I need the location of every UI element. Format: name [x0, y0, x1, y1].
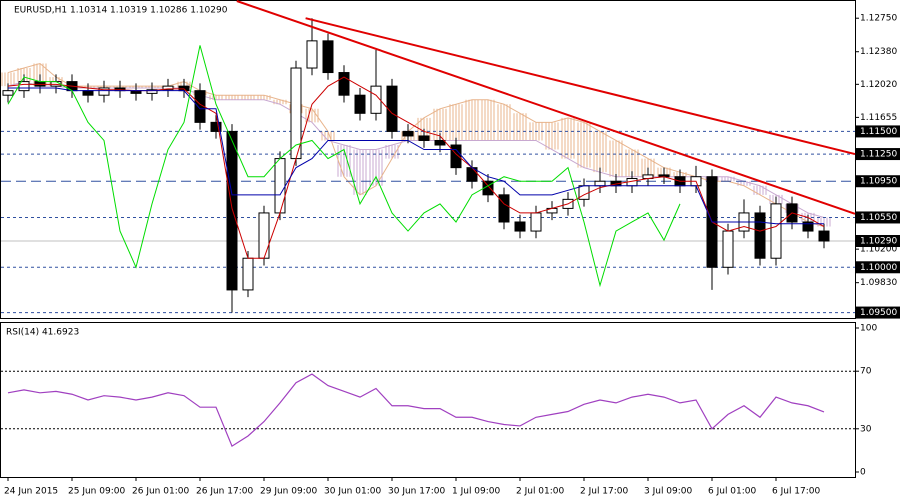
rsi-title: RSI(14) 41.6923	[6, 328, 79, 338]
x-tick-label: 30 Jun 17:00	[388, 487, 445, 497]
level-tag	[856, 175, 900, 188]
candle-body	[402, 130, 414, 137]
candle-body	[722, 230, 734, 268]
candle-body	[818, 230, 830, 242]
candle-body	[802, 221, 814, 232]
candle-body	[162, 85, 174, 91]
x-tick-label: 1 Jul 09:00	[452, 487, 501, 497]
current-price-label: 1.10290	[860, 237, 897, 247]
candle-body	[370, 85, 382, 114]
candle-body	[386, 85, 398, 132]
x-tick-label: 26 Jun 17:00	[196, 487, 253, 497]
indicator-line	[7, 45, 681, 288]
indicator-line	[7, 76, 825, 259]
candle-body	[210, 121, 222, 132]
candle-body	[354, 94, 366, 114]
rsi-y-tick-label: 70	[860, 367, 872, 377]
level-label: 1.10000	[860, 263, 897, 273]
candle-body	[322, 40, 334, 74]
y-tick-label: 1.10200	[860, 245, 897, 255]
rsi-line	[7, 373, 825, 447]
y-tick-label: 1.11655	[860, 113, 897, 123]
y-tick-label: 1.12020	[860, 80, 897, 90]
x-tick-label: 6 Jul 17:00	[772, 487, 821, 497]
level-tag	[856, 306, 900, 319]
level-label: 1.10950	[860, 177, 897, 187]
level-tag	[856, 148, 900, 161]
level-tag	[856, 211, 900, 224]
x-tick-label: 2 Jul 01:00	[516, 487, 565, 497]
x-tick-label: 25 Jun 09:00	[68, 487, 125, 497]
chart-title: EURUSD,H1 1.10314 1.10319 1.10286 1.1029…	[14, 6, 228, 16]
x-tick-label: 29 Jun 09:00	[260, 487, 317, 497]
trendline	[236, 0, 856, 215]
level-label: 1.11500	[860, 127, 897, 137]
candle-body	[450, 144, 462, 169]
cloud-span-a	[7, 62, 825, 228]
candle-body	[2, 90, 14, 96]
candle-body	[498, 194, 510, 223]
candle-body	[338, 72, 350, 96]
candle-body	[242, 257, 254, 291]
rsi-y-tick-label: 30	[860, 424, 872, 434]
candle-body	[226, 130, 238, 291]
candle-body	[754, 212, 766, 259]
candle-body	[418, 135, 430, 141]
candle-body	[530, 212, 542, 232]
level-tag	[856, 261, 900, 274]
rsi-panel-frame	[0, 322, 856, 478]
level-label: 1.09500	[860, 308, 897, 318]
candle-body	[434, 139, 446, 146]
x-tick-label: 6 Jul 01:00	[708, 487, 757, 497]
current-price-tag	[856, 235, 900, 248]
x-tick-label: 3 Jul 09:00	[644, 487, 693, 497]
candle-body	[306, 40, 318, 69]
trendline	[305, 17, 856, 156]
level-label: 1.10550	[860, 213, 897, 223]
rsi-y-tick-label: 100	[860, 324, 877, 334]
candle-body	[82, 90, 94, 96]
x-tick-label: 24 Jun 2015	[4, 487, 58, 497]
candle-body	[146, 89, 158, 94]
candle-body	[770, 203, 782, 259]
indicator-line	[8, 87, 824, 225]
price-panel-frame	[0, 0, 856, 319]
rsi-y-tick-label: 0	[860, 468, 866, 478]
x-tick-label: 26 Jun 01:00	[132, 487, 189, 497]
candle-body	[274, 158, 286, 214]
candle-body	[594, 180, 606, 187]
y-tick-label: 1.12750	[860, 14, 897, 24]
level-tag	[856, 125, 900, 138]
cloud-span-b	[7, 81, 825, 218]
candle-body	[98, 87, 110, 96]
candle-body	[258, 212, 270, 259]
candle-body	[514, 221, 526, 232]
y-tick-label: 1.12380	[860, 47, 897, 57]
x-tick-label: 30 Jun 01:00	[324, 487, 381, 497]
y-tick-label: 1.09830	[860, 278, 897, 288]
x-tick-label: 2 Jul 17:00	[580, 487, 629, 497]
level-label: 1.11250	[860, 150, 897, 160]
